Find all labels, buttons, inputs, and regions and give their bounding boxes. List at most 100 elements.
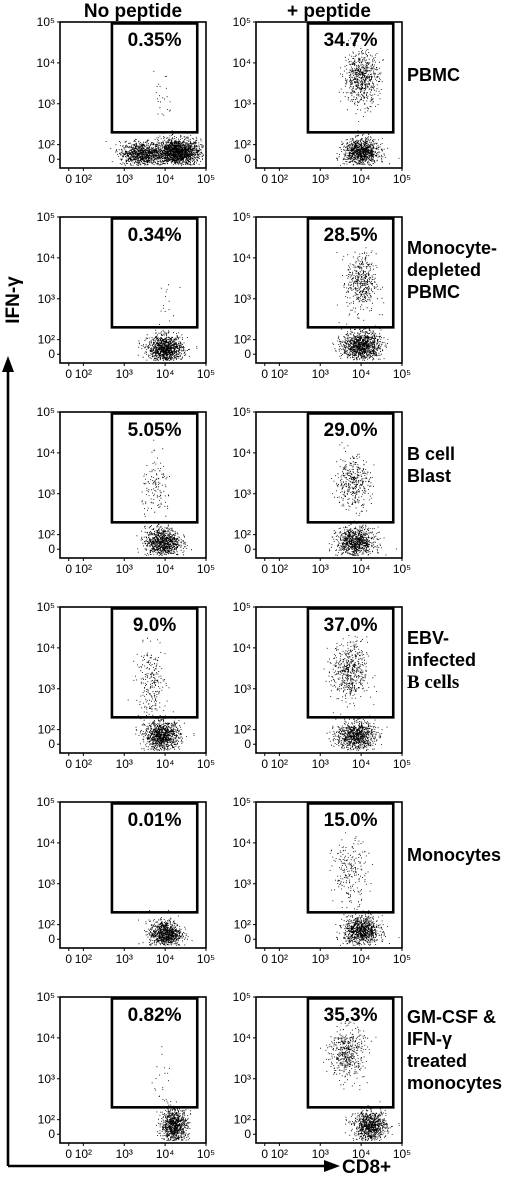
x-tick-label: 10² (271, 952, 288, 966)
ifng-positive-gate (306, 607, 395, 719)
x-tick-label: 10⁴ (352, 952, 371, 966)
x-tick-label: 10⁴ (156, 562, 175, 576)
y-tick-label: 0 (244, 737, 251, 751)
x-tick-label: 0 (261, 562, 268, 576)
x-tick-label: 10² (271, 757, 288, 771)
ifng-positive-gate (306, 217, 395, 329)
y-tick-label: 10² (38, 723, 55, 737)
x-tick-label: 0 (65, 1147, 72, 1161)
plot-frame (255, 996, 403, 1144)
column-title-plus-peptide: + peptide (287, 1, 371, 22)
x-tick-label: 0 (65, 367, 72, 381)
x-tick-label: 0 (65, 562, 72, 576)
plot-frame (255, 21, 403, 169)
y-tick-label: 10⁵ (37, 990, 55, 1004)
y-tick-label: 10⁴ (232, 1031, 251, 1045)
row-label-line: PBMC (407, 65, 460, 85)
x-tick-label: 0 (65, 952, 72, 966)
x-tick-label: 0 (65, 757, 72, 771)
x-tick-label: 10⁵ (197, 172, 215, 186)
gate-percent-label: 0.01% (128, 810, 182, 831)
x-tick-label: 10⁵ (197, 952, 215, 966)
x-tick-label: 10³ (116, 1147, 133, 1161)
x-axis-arrowhead (324, 1160, 340, 1172)
y-tick-label: 0 (244, 542, 251, 556)
y-tick-label: 0 (48, 152, 55, 166)
y-tick-label: 0 (244, 1127, 251, 1141)
x-tick-label: 10⁴ (156, 1147, 175, 1161)
ifng-positive-gate (110, 607, 199, 719)
gate-percent-label: 9.0% (133, 615, 176, 636)
x-tick-label: 10² (271, 562, 288, 576)
x-tick-label: 10² (271, 367, 288, 381)
y-tick-label: 0 (244, 152, 251, 166)
x-tick-label: 10² (75, 1147, 92, 1161)
y-tick-label: 10² (38, 333, 55, 347)
x-tick-label: 10⁴ (352, 367, 371, 381)
ifng-positive-gate (110, 997, 199, 1109)
x-tick-label: 10⁴ (156, 952, 175, 966)
event-dots (127, 637, 195, 751)
row-label-line: monocytes (407, 1073, 502, 1093)
y-tick-label: 10⁴ (232, 836, 251, 850)
y-tick-label: 0 (48, 737, 55, 751)
row-label-line: Monocyte- (407, 238, 497, 258)
y-tick-label: 10⁴ (36, 56, 55, 70)
y-tick-label: 10³ (234, 292, 251, 306)
row-label-line: IFN-γ (407, 1029, 452, 1049)
row-label-line: B cells (407, 672, 459, 693)
row-label-line: PBMC (407, 282, 460, 302)
global-axes: IFN-γ CD8+ (2, 276, 391, 1178)
x-tick-label: 10⁴ (156, 172, 175, 186)
plot-frame (59, 21, 207, 169)
x-tick-label: 10³ (312, 562, 329, 576)
plot-frame (255, 606, 403, 754)
row-label-line: GM-CSF & (407, 1007, 496, 1027)
ifng-positive-gate (110, 217, 199, 329)
x-tick-label: 0 (261, 952, 268, 966)
y-tick-label: 10⁵ (37, 210, 55, 224)
ifng-positive-gate (306, 997, 395, 1109)
row-label-line: EBV- (407, 628, 449, 648)
event-dots (323, 635, 388, 751)
y-tick-label: 10³ (38, 97, 55, 111)
x-tick-label: 10³ (312, 367, 329, 381)
y-tick-label: 10³ (38, 682, 55, 696)
gate-percent-label: 35.3% (324, 1005, 378, 1026)
ifng-positive-gate (306, 412, 395, 524)
y-tick-label: 10² (234, 918, 251, 932)
plot-frame (255, 216, 403, 364)
y-tick-label: 10² (38, 528, 55, 542)
x-tick-label: 10⁵ (393, 367, 411, 381)
x-tick-label: 10² (271, 172, 288, 186)
plot-frame (59, 996, 207, 1144)
x-tick-label: 10⁴ (156, 367, 175, 381)
ifng-positive-gate (110, 22, 199, 134)
row-label-line: B cell (407, 444, 455, 464)
y-tick-label: 10⁴ (36, 446, 55, 460)
gate-percent-label: 5.05% (128, 420, 182, 441)
y-tick-label: 10² (234, 1113, 251, 1127)
column-title-no-peptide: No peptide (84, 1, 182, 22)
gate-percent-label: 28.5% (324, 225, 378, 246)
y-tick-label: 10⁴ (232, 251, 251, 265)
plot-frame (255, 411, 403, 559)
x-tick-label: 10⁴ (352, 172, 371, 186)
x-axis-label: CD8+ (342, 1157, 391, 1178)
event-dots (328, 442, 397, 556)
y-tick-label: 10² (234, 528, 251, 542)
event-dots (332, 247, 389, 361)
gate-percent-label: 0.82% (128, 1005, 182, 1026)
y-axis-label: IFN-γ (3, 276, 24, 324)
x-tick-label: 0 (261, 367, 268, 381)
x-tick-label: 10⁴ (352, 757, 371, 771)
y-tick-label: 10⁵ (233, 600, 251, 614)
